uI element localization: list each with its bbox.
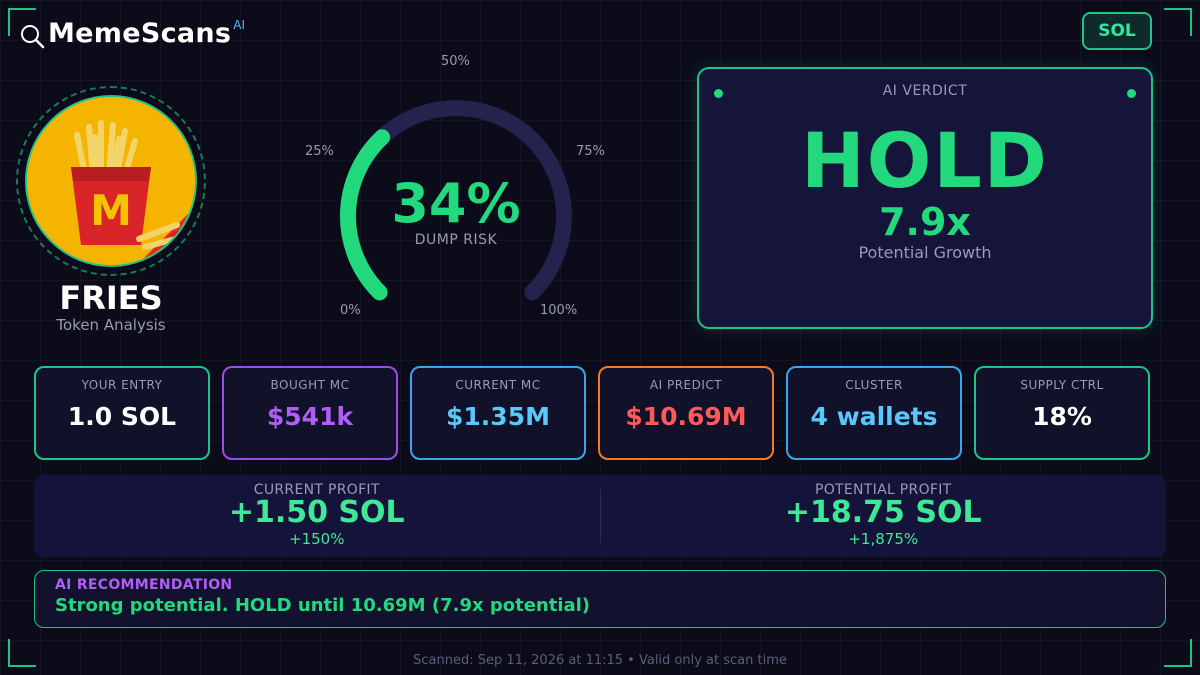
gauge-fill [340, 129, 391, 301]
status-dot-left [714, 89, 723, 98]
stat-value: $10.69M [625, 402, 747, 431]
stat-value: 18% [1032, 402, 1092, 431]
stat-card-cluster: CLUSTER 4 wallets [786, 366, 962, 460]
stat-label: CURRENT MC [455, 378, 541, 392]
magnifier-icon [21, 25, 45, 49]
stat-card-supply-ctrl: SUPPLY CTRL 18% [974, 366, 1150, 460]
stat-card-current-mc: CURRENT MC $1.35M [410, 366, 586, 460]
potential-profit-percent: +1,875% [848, 530, 919, 548]
corner-bracket-bottom-left [8, 639, 36, 667]
gauge-tick-100: 100% [540, 303, 578, 318]
stat-value: $1.35M [446, 402, 550, 431]
dump-risk-caption: DUMP RISK [414, 232, 498, 248]
brand-logo: MemeScans AI [20, 18, 245, 50]
current-profit: CURRENT PROFIT +1.50 SOL +150% [34, 475, 600, 557]
stat-card-ai-predict: AI PREDICT $10.69M [598, 366, 774, 460]
gauge-arc [340, 100, 572, 301]
gauge-tick-75: 75% [576, 144, 605, 159]
stat-value: $541k [266, 402, 354, 431]
dump-risk-value: 34% [391, 172, 521, 235]
stat-value: 1.0 SOL [67, 402, 177, 431]
current-profit-label: CURRENT PROFIT [253, 482, 380, 498]
stat-label: AI PREDICT [649, 378, 723, 392]
corner-bracket-top-right [1164, 8, 1192, 36]
corner-bracket-top-left [8, 8, 36, 36]
stat-card-bought-mc: BOUGHT MC $541k [222, 366, 398, 460]
verdict-caption: Potential Growth [858, 243, 992, 262]
stat-label: YOUR ENTRY [81, 378, 163, 392]
ai-recommendation: AI RECOMMENDATION Strong potential. HOLD… [34, 570, 1166, 628]
ai-verdict-panel: AI VERDICT HOLD 7.9x Potential Growth [697, 67, 1153, 329]
brand-name: MemeScans [48, 18, 232, 49]
fries-image-icon: M [27, 97, 195, 265]
svg-text:M: M [90, 186, 132, 235]
stats-row: YOUR ENTRY 1.0 SOL BOUGHT MC $541k CURRE… [34, 366, 1164, 460]
potential-profit: POTENTIAL PROFIT +18.75 SOL +1,875% [601, 475, 1167, 557]
current-profit-value: +1.50 SOL [228, 495, 405, 530]
token-subtitle: Token Analysis [56, 316, 166, 334]
token-card: M FRIES Token Analysis [16, 86, 206, 334]
status-dot-right [1127, 89, 1136, 98]
stat-value: 4 wallets [810, 402, 938, 431]
profit-panel: CURRENT PROFIT +1.50 SOL +150% POTENTIAL… [34, 475, 1166, 557]
gauge-tick-25: 25% [305, 144, 334, 159]
token-avatar-ring: M [16, 86, 206, 276]
current-profit-percent: +150% [289, 530, 345, 548]
dump-risk-gauge: 0% 25% 50% 75% 100% 34% DUMP RISK [296, 48, 616, 328]
brand-ai-superscript: AI [233, 18, 246, 32]
recommendation-text: Strong potential. HOLD until 10.69M (7.9… [55, 595, 591, 616]
verdict-title: AI VERDICT [882, 83, 968, 99]
potential-profit-value: +18.75 SOL [784, 495, 982, 530]
token-name: FRIES [59, 279, 163, 317]
verdict-decision: HOLD [801, 116, 1049, 205]
token-avatar: M [25, 95, 197, 267]
verdict-multiplier: 7.9x [879, 200, 971, 244]
gauge-tick-50: 50% [441, 54, 470, 69]
stat-label: BOUGHT MC [270, 378, 350, 392]
stat-label: SUPPLY CTRL [1020, 378, 1104, 392]
stat-card-entry: YOUR ENTRY 1.0 SOL [34, 366, 210, 460]
stat-label: CLUSTER [845, 378, 903, 392]
recommendation-title: AI RECOMMENDATION [55, 577, 233, 593]
potential-profit-label: POTENTIAL PROFIT [814, 482, 952, 498]
gauge-tick-0: 0% [340, 303, 361, 318]
corner-bracket-bottom-right [1164, 639, 1192, 667]
chain-badge: SOL [1082, 12, 1152, 50]
profit-divider [599, 489, 601, 543]
scan-footer: Scanned: Sep 11, 2026 at 11:15 • Valid o… [413, 653, 787, 668]
